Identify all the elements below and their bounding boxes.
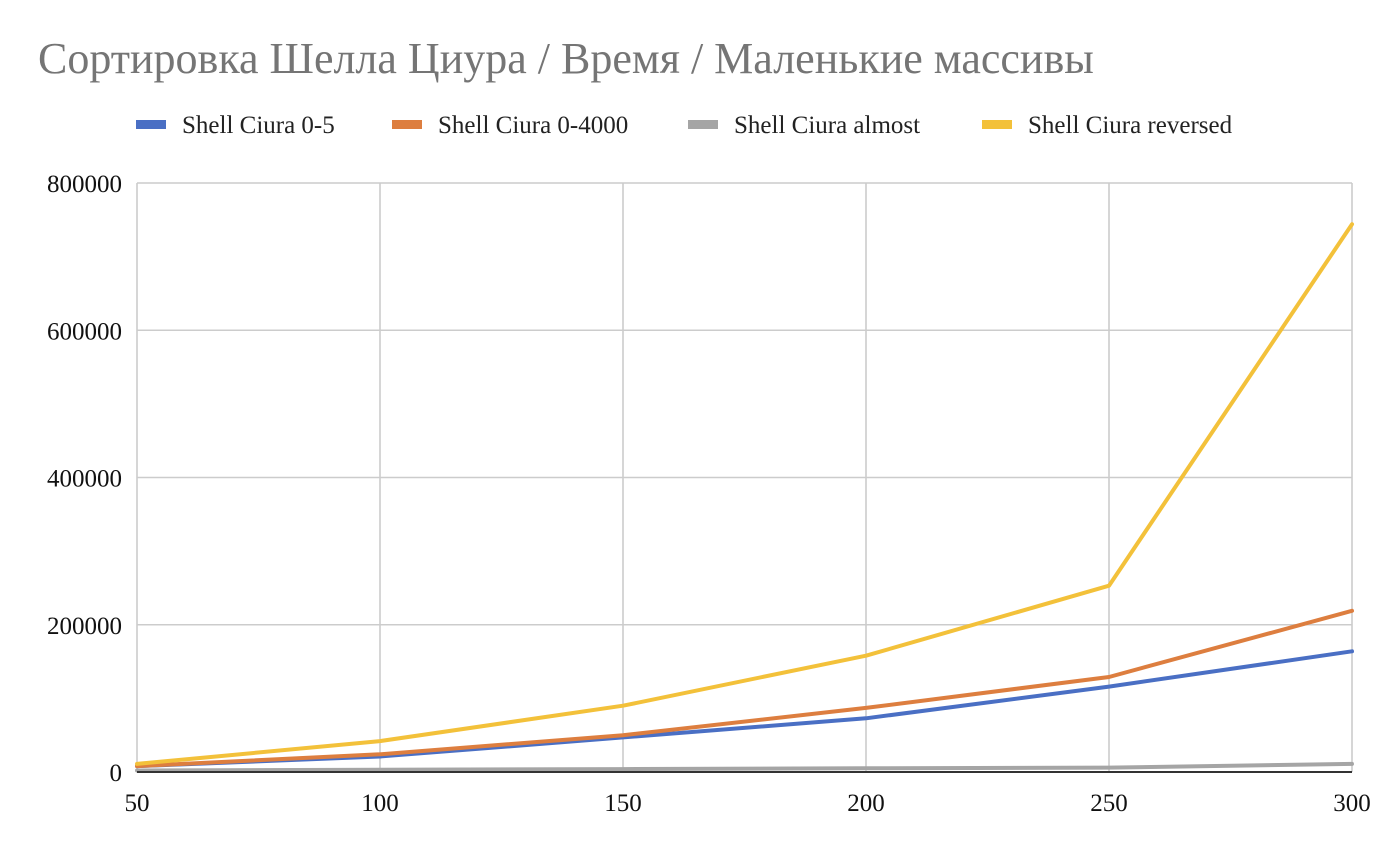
legend-label: Shell Ciura reversed (1028, 112, 1233, 139)
x-tick-label: 250 (1090, 790, 1128, 817)
y-tick-label: 400000 (47, 466, 122, 493)
y-tick-label: 800000 (47, 171, 122, 198)
y-tick-label: 600000 (47, 318, 122, 345)
grid (136, 182, 1353, 772)
series-line (135, 608, 1354, 769)
x-tick-label: 100 (361, 790, 399, 817)
x-tick-label: 50 (125, 790, 150, 817)
x-tick-label: 300 (1333, 790, 1371, 817)
legend-swatch (392, 120, 422, 129)
series-line (135, 649, 1354, 769)
x-tick-label: 200 (847, 790, 885, 817)
legend: Shell Ciura 0-5 Shell Ciura 0-4000 Shell C… (136, 112, 1233, 139)
legend-label: Shell Ciura 0-5 (182, 112, 335, 139)
x-axis-ticks: 50 100 150 200 250 300 (125, 790, 1371, 817)
y-tick-label: 200000 (47, 613, 122, 640)
legend-swatch (982, 120, 1012, 129)
x-tick-label: 150 (604, 790, 642, 817)
series-lines (135, 222, 1354, 773)
legend-label: Shell Ciura almost (734, 112, 920, 139)
series-line (135, 761, 1354, 773)
y-tick-label: 0 (110, 760, 123, 787)
chart-title: Сортировка Шелла Циура / Время / Маленьк… (38, 34, 1094, 83)
legend-swatch (688, 120, 718, 129)
legend-label: Shell Ciura 0-4000 (438, 112, 628, 139)
y-axis-ticks: 0 200000 400000 600000 800000 (47, 171, 122, 787)
series-line (135, 222, 1354, 766)
legend-swatch (136, 120, 166, 129)
